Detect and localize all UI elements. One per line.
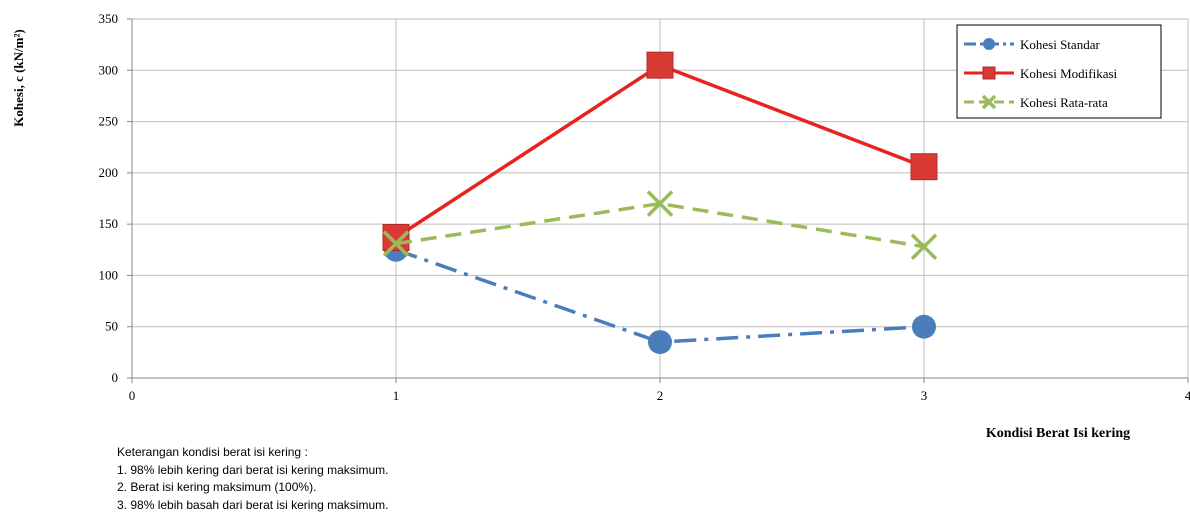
y-tick-label: 350 — [99, 11, 119, 26]
data-point-square — [646, 51, 674, 79]
legend-label: Kohesi Standar — [1020, 37, 1100, 52]
y-tick-label: 150 — [99, 216, 119, 231]
data-point-circle — [912, 314, 936, 339]
axes — [127, 18, 1189, 383]
x-axis-label: Kondisi Berat Isi kering — [986, 426, 1130, 440]
y-tick-label: 250 — [99, 114, 119, 129]
x-tick-label: 1 — [393, 388, 400, 403]
y-axis-label: Kohesi, c (kN/m²) — [11, 29, 26, 126]
y-tick-labels: 0 50 100 150 200 250 300 350 — [99, 11, 119, 385]
x-tick-label: 2 — [657, 388, 664, 403]
legend-label: Kohesi Modifikasi — [1020, 66, 1118, 81]
data-point-x-stroke — [646, 190, 674, 217]
data-point-square — [982, 66, 996, 80]
data-point-x-stroke — [382, 230, 410, 257]
series-line — [395, 248, 925, 344]
data-point-circle — [983, 38, 995, 50]
y-tick-label: 50 — [105, 319, 118, 334]
notes-title: Keterangan kondisi berat isi kering : — [117, 445, 308, 459]
notes-item: 3. 98% lebih basah dari berat isi kering… — [117, 497, 389, 512]
data-point-circle — [648, 330, 672, 355]
data-point-x-stroke — [910, 233, 938, 260]
notes-item: 2. Berat isi kering maksimum (100%). — [117, 480, 317, 494]
x-tick-label: 0 — [129, 388, 136, 403]
legend: Kohesi Standar Kohesi Modifikasi Kohesi Ra… — [956, 24, 1162, 119]
y-tick-label: 100 — [99, 267, 119, 282]
data-point-square — [382, 223, 410, 251]
notes: Keterangan kondisi berat isi kering : 1.… — [117, 444, 388, 514]
chart: 0 50 100 150 200 250 300 350 0 1 2 3 4 Kohesi, c (k… — [11, 11, 1190, 440]
data-point-square — [910, 153, 938, 181]
notes-item: 1. 98% lebih kering dari berat isi kerin… — [117, 462, 389, 477]
series-line — [395, 201, 925, 249]
legend-label: Kohesi Rata-rata — [1020, 95, 1108, 110]
x-tick-label: 4 — [1185, 388, 1190, 403]
data-point-x-stroke — [981, 94, 997, 110]
x-tick-labels: 0 1 2 3 4 — [129, 388, 1190, 403]
x-tick-label: 3 — [921, 388, 928, 403]
y-tick-label: 0 — [112, 370, 119, 385]
y-tick-label: 300 — [99, 62, 119, 77]
y-tick-label: 200 — [99, 165, 119, 180]
series-layer — [382, 51, 938, 355]
